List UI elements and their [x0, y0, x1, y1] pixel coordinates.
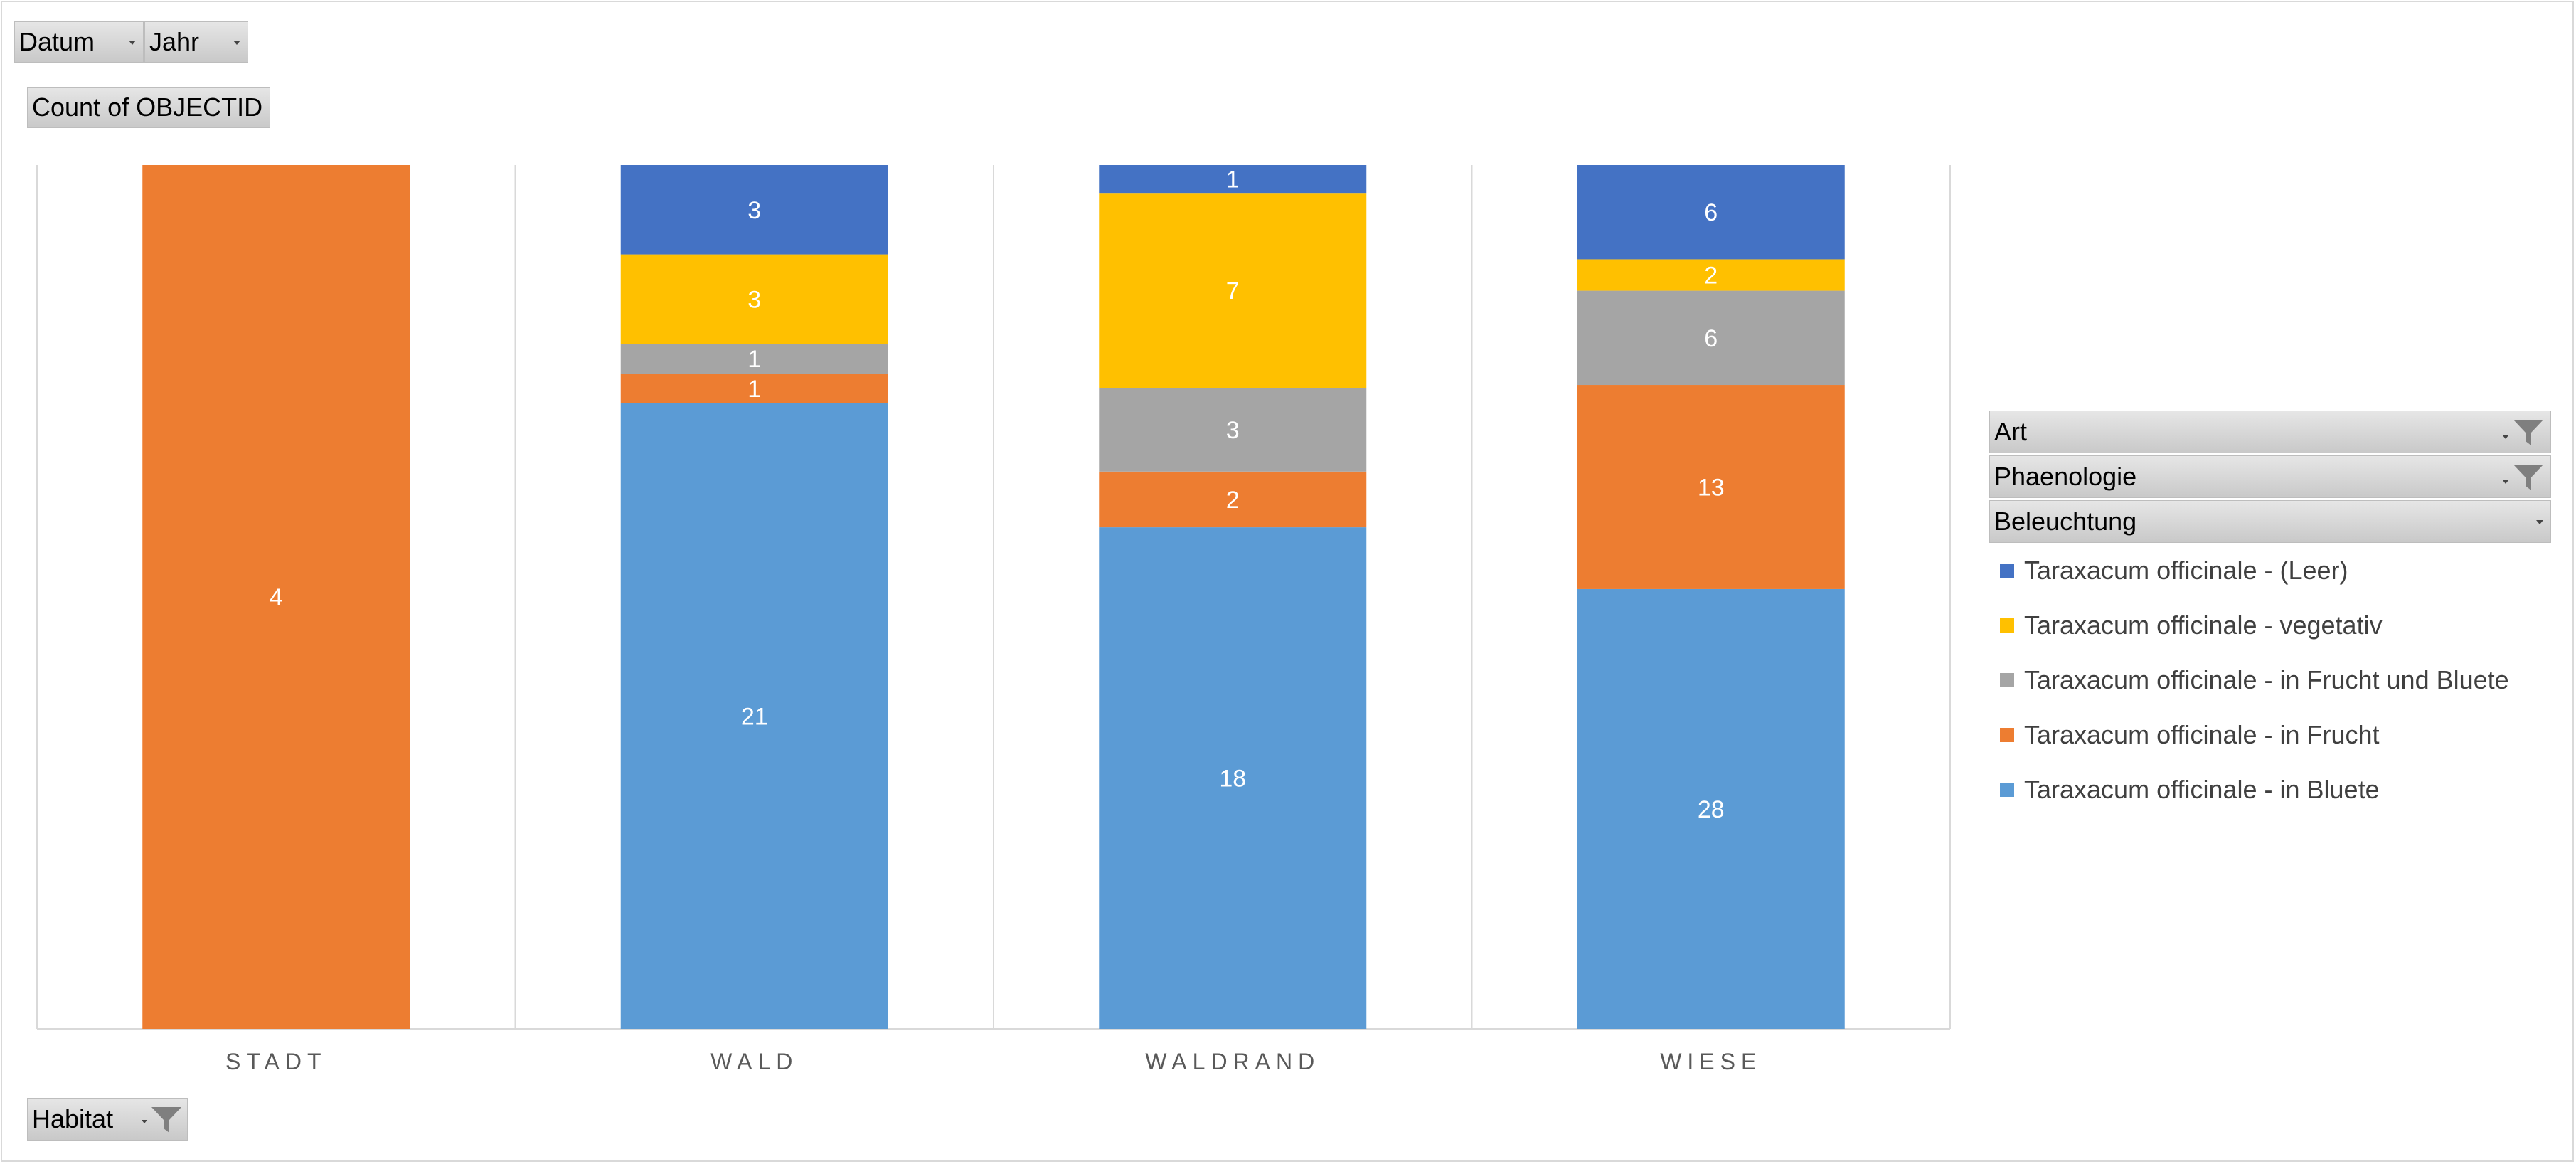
- value-field-label: Count of OBJECTID: [32, 92, 263, 122]
- beleuchtung-field-button[interactable]: Beleuchtung: [1989, 500, 2551, 543]
- bar-segment: [620, 165, 888, 255]
- data-label: 1: [747, 346, 761, 373]
- data-label: 2: [1704, 263, 1718, 290]
- category-tick-label: STADT: [225, 1049, 327, 1074]
- data-label: 1: [747, 376, 761, 403]
- funnel-icon: [151, 1107, 181, 1133]
- bar-segment: [1577, 385, 1845, 589]
- habitat-field-button[interactable]: Habitat: [27, 1098, 188, 1141]
- legend-swatch: [2000, 618, 2014, 633]
- legend-swatch: [2000, 728, 2014, 742]
- chevron-down-icon: [129, 41, 136, 45]
- data-label: 21: [741, 703, 768, 730]
- bar-segment: [620, 403, 888, 1029]
- data-label: 18: [1219, 766, 1246, 793]
- data-label: 7: [1226, 277, 1240, 305]
- data-label: 4: [270, 584, 283, 611]
- legend-label: Taraxacum officinale - vegetativ: [2024, 610, 2383, 640]
- data-label: 3: [1226, 417, 1240, 444]
- chevron-down-icon: [2503, 435, 2508, 439]
- legend-swatch: [2000, 783, 2014, 797]
- data-label: 13: [1698, 474, 1725, 501]
- legend-label: Taraxacum officinale - in Frucht und Blu…: [2024, 665, 2509, 694]
- bar-segment: [142, 165, 410, 1029]
- habitat-field-label: Habitat: [32, 1104, 114, 1133]
- phaenologie-field-button[interactable]: Phaenologie: [1989, 455, 2551, 498]
- data-label: 3: [747, 286, 761, 313]
- datum-field-button[interactable]: Datum: [14, 21, 144, 63]
- art-field-button[interactable]: Art: [1989, 411, 2551, 453]
- bar-segment: [1577, 259, 1845, 291]
- chevron-down-icon: [142, 1120, 147, 1123]
- bar-segment: [620, 344, 888, 374]
- bar-segment: [1577, 290, 1845, 386]
- legend-item: Taraxacum officinale - (Leer): [2000, 556, 2348, 586]
- datum-field-label: Datum: [19, 27, 95, 56]
- bar-segment: [1577, 165, 1845, 260]
- value-field-button[interactable]: Count of OBJECTID: [27, 87, 270, 128]
- data-label: 3: [747, 197, 761, 224]
- legend-item: Taraxacum officinale - in Frucht und Blu…: [2000, 665, 2509, 695]
- bar-segment: [620, 374, 888, 403]
- legend-swatch: [2000, 673, 2014, 687]
- bar-segment: [620, 254, 888, 344]
- category-tick-label: WALD: [710, 1049, 798, 1074]
- data-label: 28: [1698, 796, 1725, 823]
- bar-segment: [1099, 165, 1367, 194]
- funnel-icon: [2513, 420, 2543, 445]
- bar-segment: [1099, 471, 1367, 528]
- category-tick-label: WIESE: [1660, 1049, 1762, 1074]
- funnel-icon: [2513, 465, 2543, 490]
- legend-item: Taraxacum officinale - in Frucht: [2000, 720, 2380, 750]
- data-label: 2: [1226, 487, 1240, 514]
- bar-segment: [1577, 588, 1845, 1029]
- data-label: 6: [1704, 199, 1718, 226]
- legend-label: Taraxacum officinale - in Frucht: [2024, 720, 2380, 749]
- bar-segment: [1099, 193, 1367, 388]
- data-label: 1: [1226, 166, 1240, 194]
- jahr-field-label: Jahr: [149, 27, 200, 56]
- category-tick-label: WALDRAND: [1145, 1049, 1320, 1074]
- legend-item: Taraxacum officinale - vegetativ: [2000, 610, 2383, 640]
- legend-swatch: [2000, 564, 2014, 578]
- chevron-down-icon: [233, 41, 240, 45]
- legend-label: Taraxacum officinale - in Bluete: [2024, 775, 2380, 804]
- art-field-label: Art: [1994, 417, 2028, 446]
- bar-segment: [1099, 388, 1367, 472]
- bar-segment: [1099, 527, 1367, 1029]
- data-label: 6: [1704, 325, 1718, 352]
- legend-item: Taraxacum officinale - in Bluete: [2000, 775, 2380, 805]
- phaenologie-field-label: Phaenologie: [1994, 462, 2137, 491]
- chevron-down-icon: [2536, 520, 2543, 524]
- jahr-field-button[interactable]: Jahr: [144, 21, 248, 63]
- beleuchtung-field-label: Beleuchtung: [1994, 507, 2137, 536]
- chevron-down-icon: [2503, 480, 2508, 484]
- legend-label: Taraxacum officinale - (Leer): [2024, 556, 2348, 585]
